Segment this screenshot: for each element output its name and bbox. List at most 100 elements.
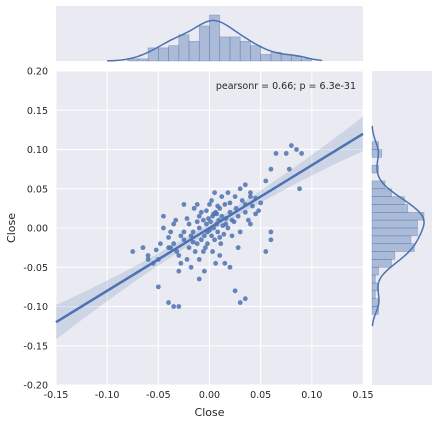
scatter-point (178, 233, 184, 239)
scatter-point (178, 260, 184, 266)
scatter-point (229, 217, 235, 223)
scatter-point (194, 241, 200, 247)
y-tick-label: -0.20 (23, 381, 48, 392)
scatter-point (222, 260, 228, 266)
scatter-point (210, 249, 215, 254)
scatter-point (218, 241, 224, 247)
right-histogram-bar (371, 180, 386, 190)
y-axis-label: Close (5, 213, 18, 243)
scatter-point (227, 264, 233, 270)
scatter-point (268, 166, 274, 172)
y-tick-label: 0.15 (27, 106, 48, 117)
scatter-point (190, 239, 196, 245)
right-histogram-bar (371, 219, 418, 229)
right-histogram-bar (371, 227, 418, 237)
scatter-points (130, 143, 304, 309)
scatter-point (294, 147, 299, 152)
scatter-point (153, 247, 159, 253)
scatter-point (263, 249, 269, 254)
scatter-point (205, 241, 210, 247)
scatter-point (196, 213, 202, 219)
scatter-point (227, 200, 233, 206)
regression-line (55, 132, 364, 324)
scatter-point (176, 253, 182, 258)
x-tick-label: -0.10 (95, 390, 120, 401)
top-histogram-bar (137, 58, 149, 62)
scatter-point (209, 198, 214, 203)
scatter-point (194, 202, 200, 207)
top-histogram-bar (178, 34, 190, 62)
scatter-point (161, 225, 166, 231)
scatter-point (190, 229, 196, 235)
scatter-point (222, 202, 228, 207)
scatter-point (196, 257, 202, 262)
y-tick-label: -0.10 (23, 302, 48, 313)
top-histogram-bar (198, 25, 210, 62)
top-histogram-bar (188, 40, 200, 62)
scatter-point (208, 219, 213, 225)
x-tick-label: 0.15 (352, 390, 373, 401)
scatter-point (196, 225, 202, 231)
scatter-point (200, 217, 206, 223)
scatter-point (166, 300, 171, 305)
scatter-point (200, 249, 206, 254)
scatter-point (184, 216, 190, 221)
scatter-point (207, 202, 212, 207)
right-marginal-kde-curve (371, 125, 425, 327)
scatter-point (194, 219, 200, 225)
scatter-point (217, 253, 223, 258)
right-histogram-bar (371, 298, 379, 307)
y-tick-label: 0.05 (27, 184, 48, 195)
top-histogram-bar (250, 45, 261, 62)
scatter-point (219, 213, 225, 219)
scatter-point (171, 304, 177, 309)
y-tick-label: -0.15 (23, 341, 48, 352)
scatter-point (192, 249, 198, 254)
right-histogram-bar (371, 149, 383, 158)
right-histogram-bar (371, 164, 379, 174)
right-histogram-bar (371, 274, 376, 284)
top-histogram-bar (158, 47, 169, 62)
right-histogram-bar (371, 188, 392, 197)
top-marginal-panel (56, 6, 363, 62)
x-tick-label: 0.00 (199, 390, 220, 401)
scatter-point (268, 237, 274, 243)
scatter-point (161, 213, 166, 219)
scatter-point (140, 245, 146, 251)
scatter-point (225, 190, 231, 196)
right-histogram-bar (371, 204, 409, 213)
scatter-point (223, 221, 229, 227)
y-tick-label: 0.00 (27, 224, 48, 235)
scatter-point (297, 186, 302, 192)
x-axis-label: Close (195, 406, 225, 419)
scatter-point (237, 186, 243, 192)
scatter-point (130, 249, 136, 254)
scatter-point (181, 202, 187, 207)
scatter-point (212, 190, 218, 196)
scatter-point (225, 225, 231, 231)
scatter-point (219, 194, 225, 200)
scatter-point (171, 241, 177, 247)
x-tick-label: -0.05 (146, 390, 171, 401)
scatter-point (204, 221, 209, 227)
top-histogram-bar (260, 54, 272, 62)
scatter-point (181, 237, 187, 243)
scatter-point (229, 233, 235, 239)
scatter-point (299, 151, 304, 156)
x-tick-label: 0.10 (301, 390, 322, 401)
scatter-point (145, 253, 151, 258)
scatter-point (188, 233, 194, 239)
top-histogram-bar (301, 58, 313, 62)
scatter-point (288, 143, 294, 148)
right-marginal-panel (371, 71, 432, 385)
scatter-point (235, 213, 241, 219)
scatter-point (237, 229, 243, 235)
right-histogram-bar (371, 243, 415, 252)
scatter-point (256, 208, 262, 214)
scatter-point (166, 245, 171, 251)
main-plot-panel: pearsonr = 0.66; p = 6.3e-31 (55, 70, 364, 386)
scatter-point (215, 229, 221, 235)
scatter-point (198, 237, 204, 243)
scatter-point (155, 284, 161, 290)
